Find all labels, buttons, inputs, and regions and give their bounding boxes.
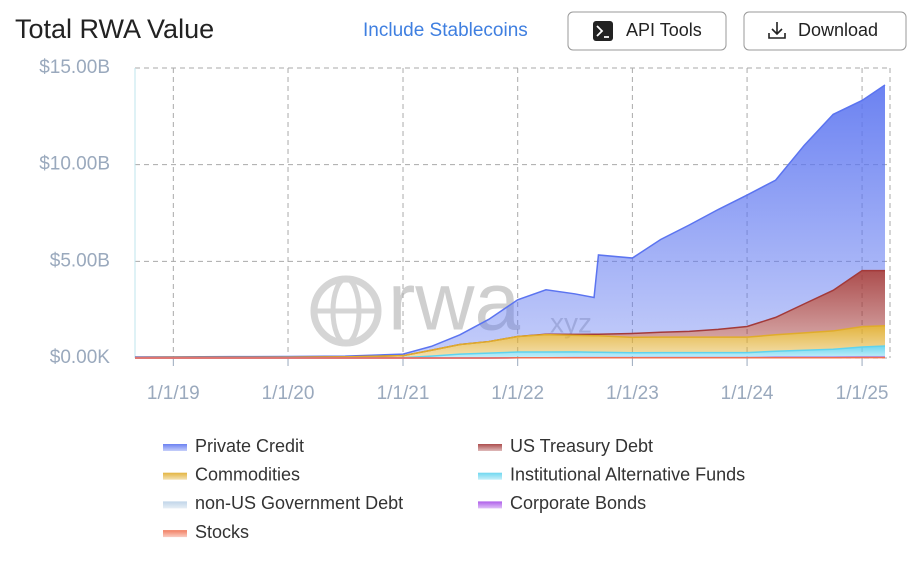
y-tick-label: $0.00K	[50, 347, 111, 368]
x-tick-label: 1/1/20	[262, 383, 315, 404]
area	[135, 85, 885, 358]
legend-label: non-US Government Debt	[195, 493, 403, 513]
chart-title: Total RWA Value	[15, 14, 214, 44]
legend-label: Commodities	[195, 464, 300, 484]
legend-label: Institutional Alternative Funds	[510, 464, 745, 484]
legend-entry: Stocks	[163, 522, 249, 542]
x-tick-label: 1/1/24	[721, 383, 774, 404]
legend-label: Stocks	[195, 522, 249, 542]
y-tick-label: $15.00B	[39, 57, 110, 78]
legend-label: US Treasury Debt	[510, 436, 653, 456]
legend-swatch	[163, 530, 187, 537]
x-tick-label: 1/1/21	[377, 383, 430, 404]
legend-swatch	[163, 473, 187, 480]
button-label: Download	[798, 20, 878, 40]
legend-swatch	[478, 501, 502, 508]
legend-swatch	[478, 473, 502, 480]
x-tick-label: 1/1/22	[491, 383, 544, 404]
legend-swatch	[478, 444, 502, 451]
legend-entry: non-US Government Debt	[163, 493, 403, 513]
legend-entry: US Treasury Debt	[478, 436, 653, 456]
x-tick-label: 1/1/23	[606, 383, 659, 404]
legend-entry: Institutional Alternative Funds	[478, 464, 745, 484]
download-button[interactable]: Download	[744, 12, 906, 50]
legend-entry: Private Credit	[163, 436, 304, 456]
legend-swatch	[163, 501, 187, 508]
legend-label: Corporate Bonds	[510, 493, 646, 513]
button-label: API Tools	[626, 20, 702, 40]
x-tick-label: 1/1/19	[147, 383, 200, 404]
legend-label: Private Credit	[195, 436, 304, 456]
api-tools-button[interactable]: API Tools	[568, 12, 726, 50]
stablecoin-toggle[interactable]: Include Stablecoins	[363, 20, 528, 41]
y-tick-label: $5.00B	[50, 250, 110, 271]
y-tick-label: $10.00B	[39, 154, 110, 175]
legend-swatch	[163, 444, 187, 451]
x-tick-label: 1/1/25	[836, 383, 889, 404]
legend-entry: Corporate Bonds	[478, 493, 646, 513]
legend-entry: Commodities	[163, 464, 300, 484]
